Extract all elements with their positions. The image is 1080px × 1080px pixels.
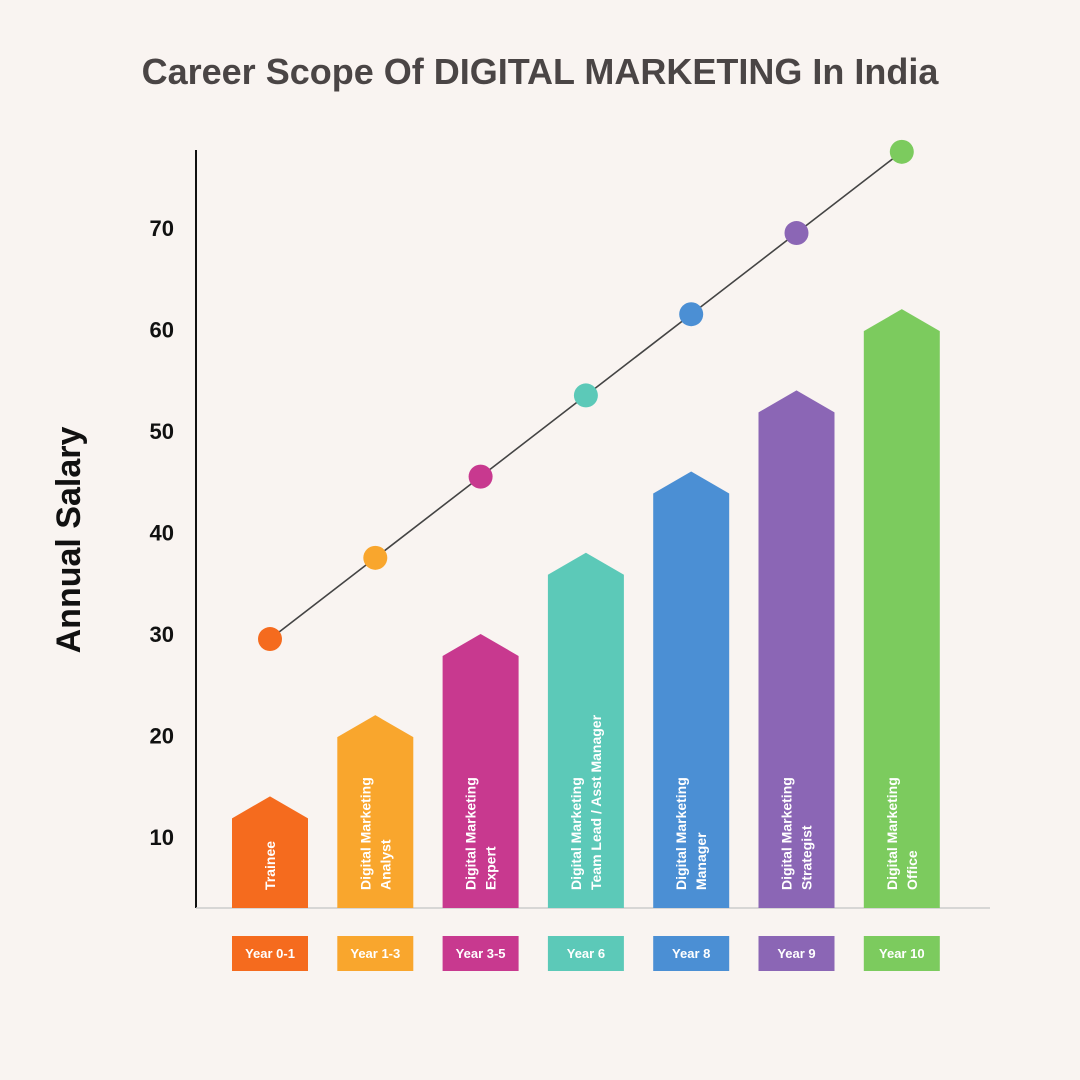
- bar-role-label: Strategist: [799, 825, 815, 890]
- bar: [232, 796, 308, 908]
- year-label: Year 10: [879, 946, 925, 961]
- bar: [337, 715, 414, 908]
- trend-point: [679, 302, 704, 327]
- trend-point: [573, 383, 598, 408]
- year-box: [863, 936, 940, 971]
- year-label: Year 1-3: [350, 946, 400, 961]
- year-label: Year 9: [777, 946, 815, 961]
- bar: [863, 309, 940, 908]
- y-axis-label: Annual Salary: [50, 427, 88, 654]
- year-label: Year 6: [567, 946, 605, 961]
- y-tick-label: 60: [150, 317, 174, 342]
- year-box: [232, 936, 308, 971]
- trend-point: [468, 464, 493, 489]
- y-tick-label: 20: [150, 723, 174, 748]
- bar-role-label: Trainee: [262, 841, 278, 890]
- y-tick-label: 70: [150, 216, 174, 241]
- bar-role-label: Digital Marketing: [357, 777, 373, 890]
- bar: [758, 390, 835, 909]
- bar: [653, 471, 730, 908]
- year-label: Year 8: [672, 946, 710, 961]
- y-tick-label: 10: [150, 825, 174, 850]
- trend-point: [363, 545, 388, 570]
- trend-point: [784, 221, 809, 246]
- bar: [442, 633, 519, 908]
- y-tick-label: 50: [150, 419, 174, 444]
- bar-role-label: Digital Marketing: [673, 777, 689, 890]
- y-ticks: 10 20 30 40 50 60 70: [150, 216, 174, 850]
- chart-title: Career Scope Of DIGITAL MARKETING In Ind…: [142, 51, 940, 92]
- bar-role-label: Analyst: [377, 839, 393, 890]
- bar-role-label: Digital Marketing: [463, 777, 479, 890]
- trend-point: [889, 139, 914, 164]
- year-box: [337, 936, 414, 971]
- bar-role-label: Team Lead / Asst Manager: [588, 714, 604, 890]
- bar-role-label: Manager: [693, 832, 709, 890]
- bar: [547, 552, 624, 908]
- salary-trend: [258, 139, 914, 652]
- bar-role-label: Digital Marketing: [779, 777, 795, 890]
- bar-role-label: Digital Marketing: [884, 777, 900, 890]
- year-box: [442, 936, 519, 971]
- y-tick-label: 40: [150, 520, 174, 545]
- trend-point: [258, 627, 282, 652]
- year-labels: Year 0-1 Year 1-3 Year 3-5 Year 6 Year 8 Year…: [232, 936, 940, 971]
- year-box: [653, 936, 730, 971]
- bar-role-label: Expert: [483, 846, 499, 890]
- bars: Trainee Digital Marketing Analyst Digital M…: [232, 309, 940, 909]
- bar-role-label: Office: [904, 850, 920, 890]
- year-label: Year 0-1: [245, 946, 295, 961]
- year-label: Year 3-5: [456, 946, 506, 961]
- y-tick-label: 30: [150, 622, 174, 647]
- bar-role-label: Digital Marketing: [568, 777, 584, 890]
- year-box: [547, 936, 624, 971]
- year-box: [758, 936, 835, 971]
